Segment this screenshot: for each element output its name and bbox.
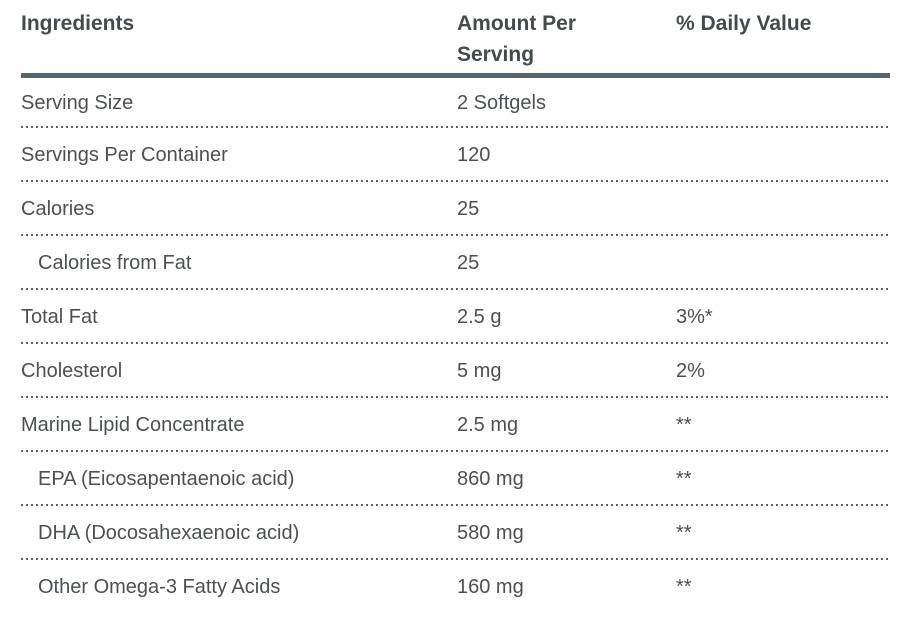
- daily-value: 2%: [676, 359, 705, 382]
- supplement-facts-table: Ingredients Amount Per Serving % Daily V…: [21, 0, 890, 614]
- column-header-amount-per-serving: Amount Per Serving: [457, 8, 676, 73]
- table-row-dha: DHA (Docosahexaenoic acid) 580 mg **: [21, 506, 890, 560]
- table-row-calories: Calories 25: [21, 182, 890, 236]
- ingredient-name: Servings Per Container: [21, 143, 228, 166]
- daily-value: **: [676, 575, 692, 598]
- ingredient-name: Calories: [21, 197, 95, 220]
- table-row-cholesterol: Cholesterol 5 mg 2%: [21, 344, 890, 398]
- ingredient-name: Serving Size: [21, 91, 134, 114]
- ingredient-name: Marine Lipid Concentrate: [21, 413, 245, 436]
- ingredient-name: Other Omega-3 Fatty Acids: [38, 575, 281, 598]
- table-row-other-omega-3: Other Omega-3 Fatty Acids 160 mg **: [21, 560, 890, 614]
- daily-value: **: [676, 467, 692, 490]
- daily-value: **: [676, 413, 692, 436]
- amount-value: 25: [457, 251, 480, 274]
- table-row-total-fat: Total Fat 2.5 g 3%*: [21, 290, 890, 344]
- ingredient-name: Calories from Fat: [38, 251, 192, 274]
- ingredient-name: Cholesterol: [21, 359, 123, 382]
- table-row-marine-lipid-concentrate: Marine Lipid Concentrate 2.5 mg **: [21, 398, 890, 452]
- amount-value: 2 Softgels: [457, 91, 546, 114]
- amount-value: 160 mg: [457, 575, 524, 598]
- ingredient-name: Total Fat: [21, 305, 98, 328]
- daily-value: 3%*: [676, 305, 713, 328]
- amount-value: 2.5 mg: [457, 413, 519, 436]
- table-row-epa: EPA (Eicosapentaenoic acid) 860 mg **: [21, 452, 890, 506]
- table-header-row: Ingredients Amount Per Serving % Daily V…: [21, 0, 890, 78]
- column-header-daily-value: % Daily Value: [676, 12, 812, 35]
- table-row-serving-size: Serving Size 2 Softgels: [21, 78, 890, 128]
- amount-value: 120: [457, 143, 491, 166]
- ingredient-name: EPA (Eicosapentaenoic acid): [38, 467, 295, 490]
- table-row-servings-per-container: Servings Per Container 120: [21, 128, 890, 182]
- ingredient-name: DHA (Docosahexaenoic acid): [38, 521, 300, 544]
- amount-value: 860 mg: [457, 467, 524, 490]
- column-header-ingredients: Ingredients: [21, 12, 135, 35]
- amount-value: 25: [457, 197, 480, 220]
- amount-value: 2.5 g: [457, 305, 502, 328]
- daily-value: **: [676, 521, 692, 544]
- column-header-amount-label: Amount Per Serving: [457, 12, 577, 66]
- amount-value: 580 mg: [457, 521, 524, 544]
- amount-value: 5 mg: [457, 359, 502, 382]
- table-row-calories-from-fat: Calories from Fat 25: [21, 236, 890, 290]
